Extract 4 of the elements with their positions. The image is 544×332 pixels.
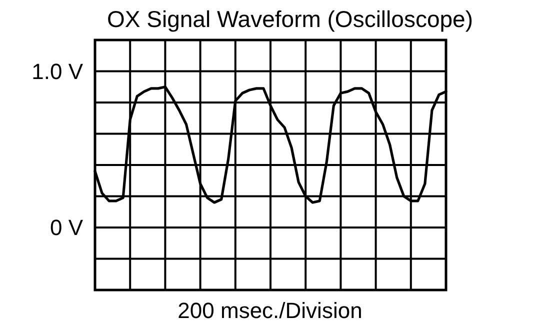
y-tick-label: 1.0 V xyxy=(32,58,84,84)
x-axis-title: 200 msec./Division xyxy=(178,298,362,323)
chart-title: OX Signal Waveform (Oscilloscope) xyxy=(107,6,473,32)
y-tick-label: 0 V xyxy=(50,215,84,240)
